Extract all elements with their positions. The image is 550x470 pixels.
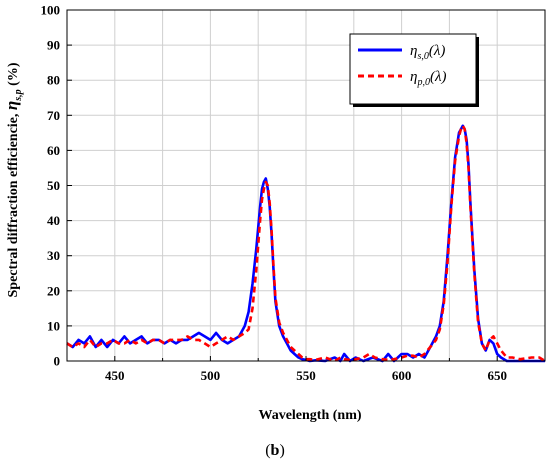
y-tick-label: 50 — [47, 178, 60, 193]
y-tick-label: 90 — [47, 38, 60, 53]
legend: ηs,0(λ)ηp,0(λ) — [349, 33, 479, 107]
legend-subscript: p,0 — [416, 77, 430, 88]
series-line-p — [66, 124, 546, 363]
y-axis-label-sub: s,p — [13, 89, 24, 101]
x-tick-label: 450 — [105, 368, 125, 383]
caption-letter: b — [270, 442, 280, 459]
legend-argument: (λ) — [430, 69, 447, 85]
y-tick-label: 100 — [41, 3, 61, 18]
legend-argument: (λ) — [429, 43, 446, 59]
grid — [67, 10, 545, 361]
y-tick-label: 0 — [54, 354, 61, 369]
series-layer — [66, 124, 546, 363]
legend-symbol: η — [410, 69, 417, 85]
legend-symbol: η — [410, 43, 417, 59]
ticks: 450 500 550 600 650 0 10 20 30 40 50 60 70 80 90 100 — [41, 3, 546, 383]
caption-close: ) — [279, 442, 285, 459]
y-axis-label: Spectral diffraction efficiencie, ηs,p (… — [2, 62, 24, 297]
x-tick-label: 550 — [296, 368, 316, 383]
y-tick-label: 40 — [47, 213, 60, 228]
caption-open: ( — [265, 442, 271, 459]
y-tick-label: 80 — [47, 73, 60, 88]
y-tick-label: 60 — [47, 143, 60, 158]
legend-label-p: ηp,0(λ) — [410, 69, 446, 88]
x-tick-label: 500 — [201, 368, 221, 383]
x-tick-label: 650 — [487, 368, 507, 383]
y-tick-label: 20 — [47, 283, 60, 298]
figure-caption: (b) — [0, 442, 550, 460]
y-axis-label-prefix: Spectral diffraction efficiencie, — [6, 110, 21, 297]
legend-label-s: ηs,0(λ) — [410, 43, 445, 62]
y-axis-label-symbol: η — [2, 101, 21, 110]
y-tick-label: 30 — [47, 248, 60, 263]
legend-subscript: s,0 — [417, 51, 428, 62]
y-axis-label-unit: (%) — [6, 62, 21, 89]
x-axis-label: Wavelength (nm) — [258, 408, 361, 423]
y-tick-label: 10 — [47, 318, 60, 333]
y-tick-label: 70 — [47, 108, 60, 123]
legend-box — [349, 33, 477, 105]
x-tick-label: 600 — [392, 368, 412, 383]
